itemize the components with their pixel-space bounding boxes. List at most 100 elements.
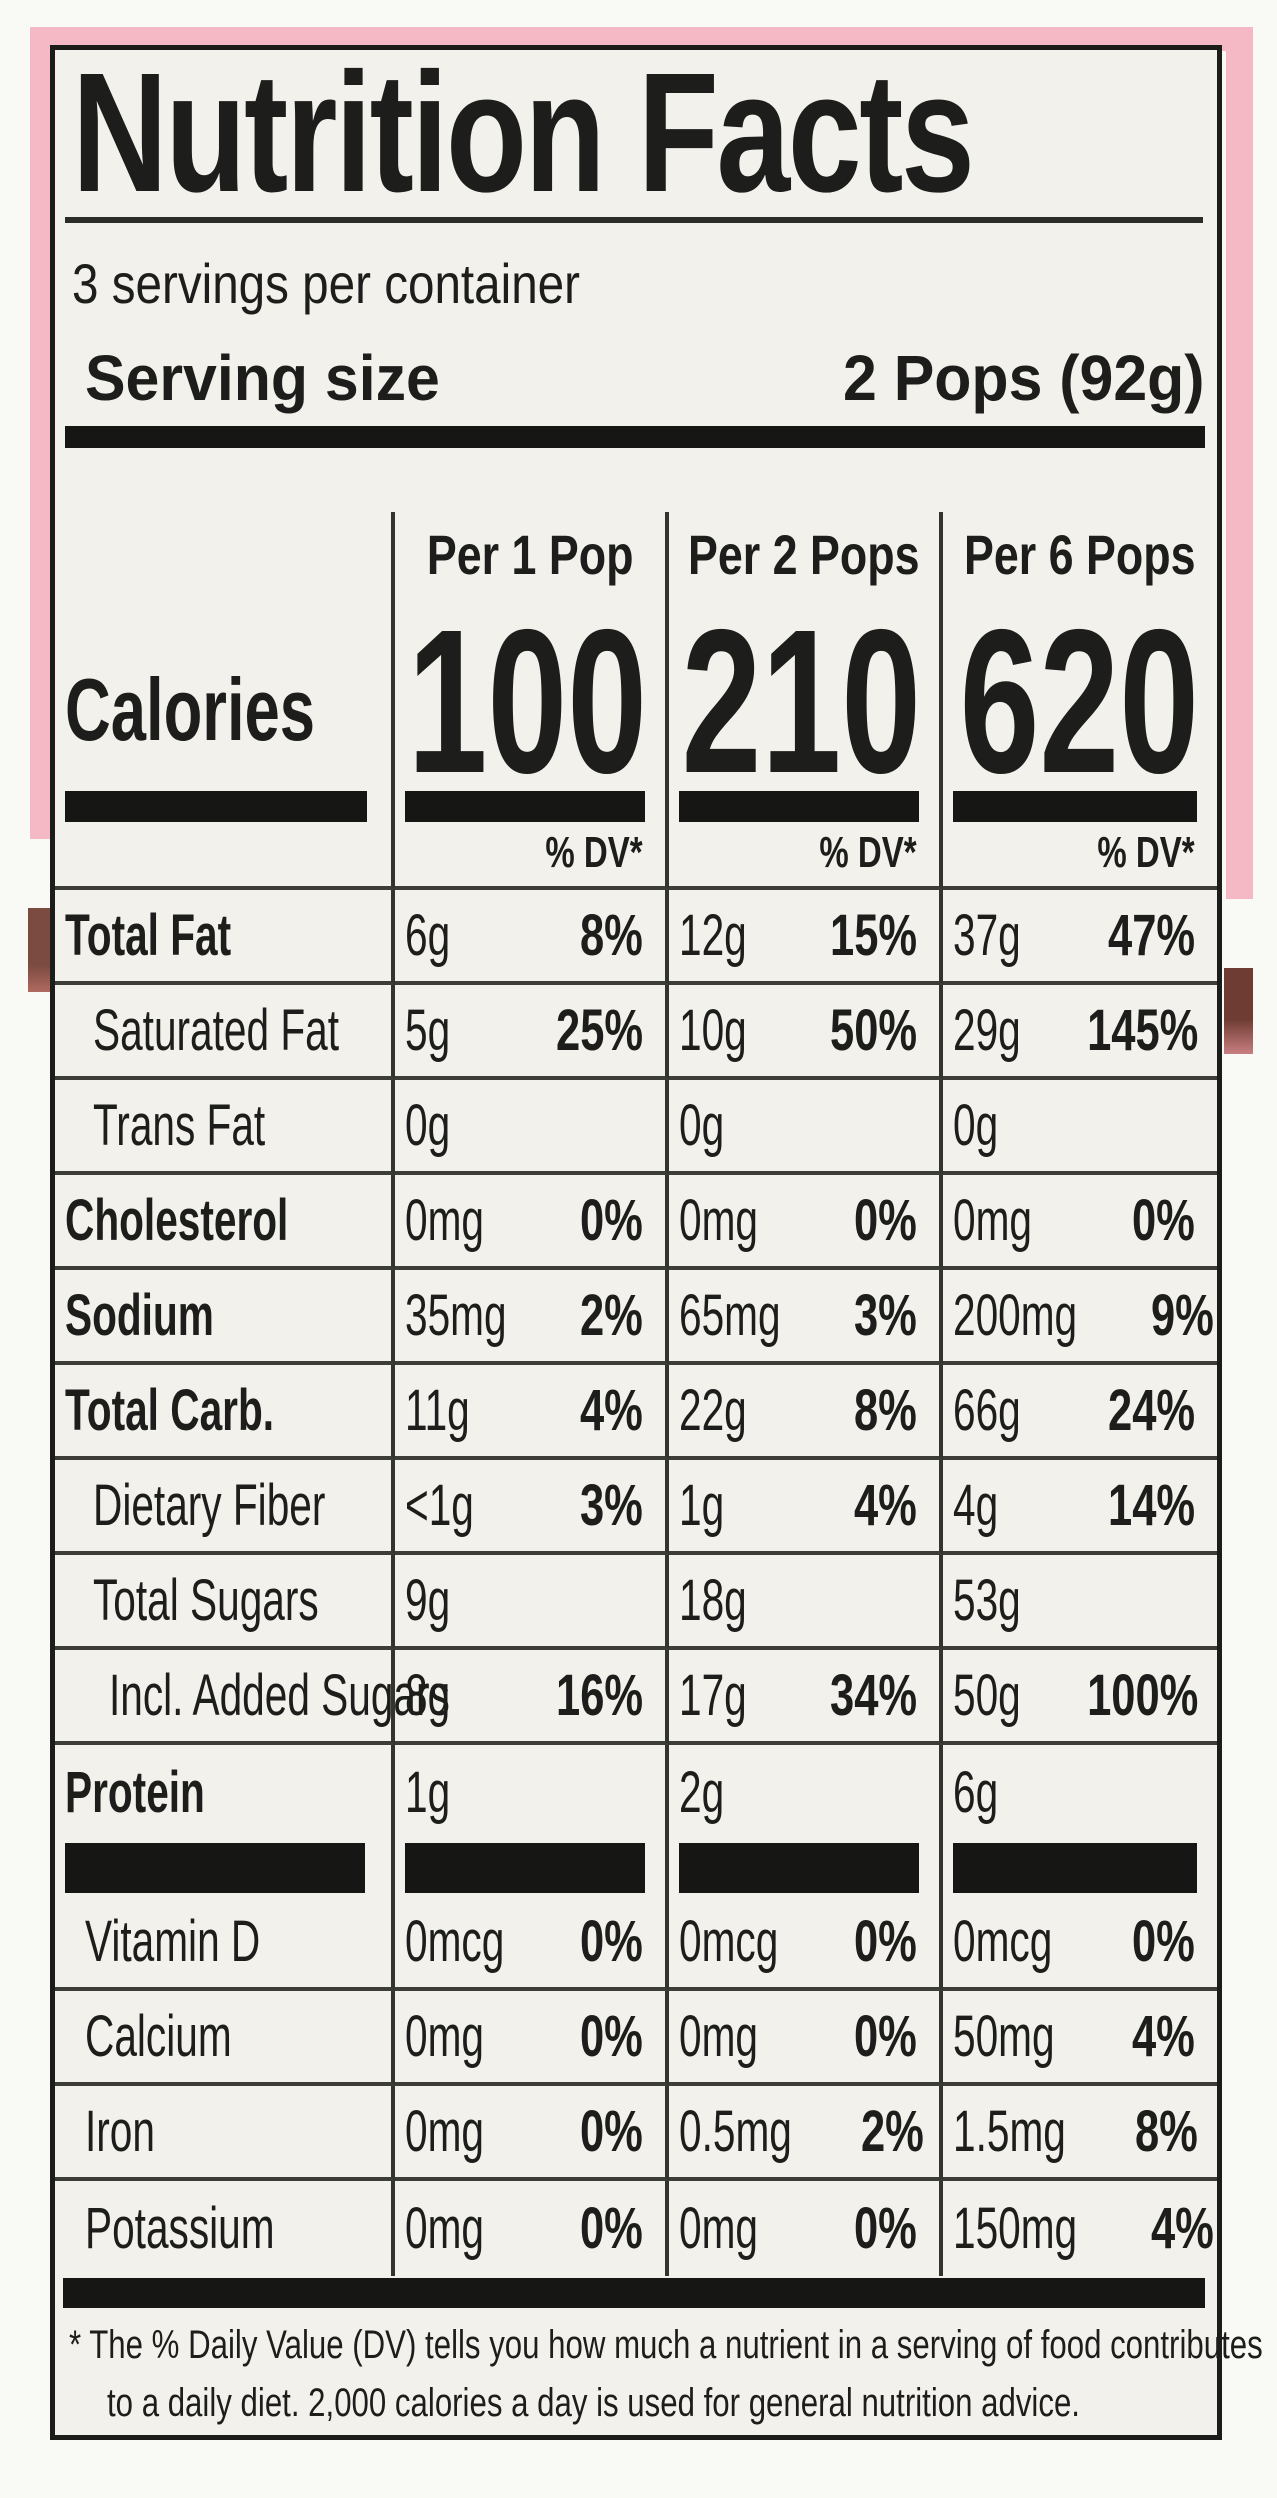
section-bar-cell-3	[943, 1840, 1217, 1896]
calories-value: 210	[681, 587, 921, 816]
nutrient-name: Protein	[65, 1760, 205, 1825]
nutrient-name: Dietary Fiber	[93, 1473, 326, 1538]
bottom-thick-bar	[63, 2278, 1205, 2308]
mineral-amount: 0mg	[405, 2004, 484, 2069]
mineral-value-cell-3: 1.5mg 8%	[943, 2086, 1217, 2181]
mineral-amount: 0mg	[679, 2004, 758, 2069]
nutrient-value-cell-3: 37g 47%	[943, 890, 1217, 985]
nutrient-amount: 0mg	[953, 1188, 1032, 1253]
serving-size-value: 2 Pops (92g)	[843, 342, 1205, 414]
mineral-name: Potassium	[85, 2196, 275, 2261]
nutrient-name-cell: Incl. Added Sugars	[55, 1650, 450, 1745]
nutrient-value-cell-3: 4g 14%	[943, 1460, 1217, 1555]
mineral-daily-value: 0%	[854, 1909, 917, 1974]
column-header-1: Per 1 Pop	[395, 512, 669, 596]
nutrient-value-cell-3: 50g 100%	[943, 1650, 1217, 1745]
nutrient-value-cell-1: 9g	[395, 1555, 669, 1650]
mineral-value-cell-2: 0mg 0%	[669, 1991, 943, 2086]
footnote-line-1-text: * The % Daily Value (DV) tells you how m…	[69, 2323, 1263, 2367]
section-bar	[679, 1843, 919, 1893]
mineral-amount: 0mcg	[953, 1909, 1053, 1974]
mineral-value-cell-1: 0mg 0%	[395, 2086, 669, 2181]
mineral-name: Iron	[85, 2099, 155, 2164]
mineral-name: Calcium	[85, 2004, 232, 2069]
nutrient-amount: 0mg	[405, 1188, 484, 1253]
column-header-3: Per 6 Pops	[943, 512, 1217, 596]
column-header-2: Per 2 Pops	[669, 512, 943, 596]
mineral-amount: 0.5mg	[679, 2099, 792, 2164]
panel-title: Nutrition Facts	[72, 38, 975, 228]
nutrient-daily-value: 2%	[580, 1283, 643, 1348]
nutrient-value-cell-3: 0g	[943, 1080, 1217, 1175]
nutrient-name: Trans Fat	[93, 1093, 266, 1158]
servings-per-container-row: 3 servings per container	[72, 253, 1217, 315]
calories-value-cell-1: 100	[395, 596, 669, 824]
nutrient-value-cell-1: 1g	[395, 1745, 669, 1840]
nutrient-amount: 50g	[953, 1663, 1021, 1728]
nutrient-value-cell-1: 5g 25%	[395, 985, 669, 1080]
nutrient-amount: 22g	[679, 1378, 747, 1443]
nutrient-value-cell-3: 200mg 9%	[943, 1270, 1217, 1365]
mineral-daily-value: 0%	[580, 2196, 643, 2261]
dv-header-spacer	[55, 824, 395, 890]
nutrient-amount: 35mg	[405, 1283, 507, 1348]
dv-header-cell-3: % DV*	[943, 824, 1217, 890]
nutrient-value-cell-1: <1g 3%	[395, 1460, 669, 1555]
dv-header-label: % DV*	[819, 828, 917, 877]
nutrient-daily-value: 50%	[829, 998, 917, 1063]
nutrient-daily-value: 8%	[854, 1378, 917, 1443]
calories-value-cell-2: 210	[669, 596, 943, 824]
dv-header-cell-2: % DV*	[669, 824, 943, 890]
nutrient-amount: <1g	[405, 1473, 474, 1538]
nutrient-value-cell-1: 0mg 0%	[395, 1175, 669, 1270]
mineral-amount: 0mcg	[405, 1909, 505, 1974]
nutrient-daily-value: 3%	[854, 1283, 917, 1348]
nutrient-value-cell-2: 0g	[669, 1080, 943, 1175]
mineral-daily-value: 0%	[854, 2196, 917, 2261]
section-bar	[953, 1843, 1197, 1893]
nutrient-value-cell-1: 0g	[395, 1080, 669, 1175]
nutrient-amount: 1g	[679, 1473, 725, 1538]
nutrient-amount: 53g	[953, 1568, 1021, 1633]
dv-header-label: % DV*	[1097, 828, 1195, 877]
mineral-amount: 50mg	[953, 2004, 1055, 2069]
nutrient-daily-value: 34%	[829, 1663, 917, 1728]
nutrient-daily-value: 4%	[580, 1378, 643, 1443]
title-divider	[65, 217, 1203, 223]
column-header-label: Per 1 Pop	[426, 522, 634, 586]
nutrient-amount: 0g	[405, 1093, 451, 1158]
mineral-name-cell: Iron	[55, 2086, 395, 2181]
nutrition-facts-panel: Nutrition Facts 3 servings per container…	[50, 38, 1263, 2440]
section-bar-cell-2	[669, 1840, 943, 1896]
mineral-amount: 0mcg	[679, 1909, 779, 1974]
mineral-amount: 0mg	[679, 2196, 758, 2261]
nutrient-value-cell-2: 2g	[669, 1745, 943, 1840]
mineral-amount: 150mg	[953, 2196, 1078, 2261]
nutrient-name-cell: Total Sugars	[55, 1555, 395, 1650]
nutrient-amount: 200mg	[953, 1283, 1078, 1348]
mineral-daily-value: 2%	[861, 2099, 925, 2164]
dv-header-label: % DV*	[545, 828, 643, 877]
serving-size-label: Serving size	[85, 342, 440, 414]
nutrient-value-cell-2: 12g 15%	[669, 890, 943, 985]
mineral-name: Vitamin D	[85, 1909, 261, 1974]
nutrient-value-cell-2: 0mg 0%	[669, 1175, 943, 1270]
facts-grid: Per 1 Pop Per 2 Pops Per 6 Pops Calories 100…	[55, 512, 1217, 2276]
nutrient-daily-value: 4%	[854, 1473, 917, 1538]
nutrient-amount: 29g	[953, 998, 1021, 1063]
dv-header-cell-1: % DV*	[395, 824, 669, 890]
nutrient-value-cell-1: 11g 4%	[395, 1365, 669, 1460]
nutrient-amount: 17g	[679, 1663, 747, 1728]
mineral-name-cell: Vitamin D	[55, 1896, 395, 1991]
title-row: Nutrition Facts	[72, 38, 1217, 228]
nutrient-value-cell-1: 35mg 2%	[395, 1270, 669, 1365]
mineral-value-cell-2: 0mcg 0%	[669, 1896, 943, 1991]
nutrient-name: Total Sugars	[93, 1568, 319, 1633]
mineral-value-cell-2: 0.5mg 2%	[669, 2086, 943, 2181]
column-header-label: Per 6 Pops	[964, 522, 1196, 586]
packaging-brown-patch-right	[1224, 968, 1253, 1054]
nutrient-amount: 18g	[679, 1568, 747, 1633]
nutrient-daily-value: 24%	[1107, 1378, 1195, 1443]
calories-value: 100	[407, 587, 647, 816]
nutrient-name: Saturated Fat	[93, 998, 340, 1063]
